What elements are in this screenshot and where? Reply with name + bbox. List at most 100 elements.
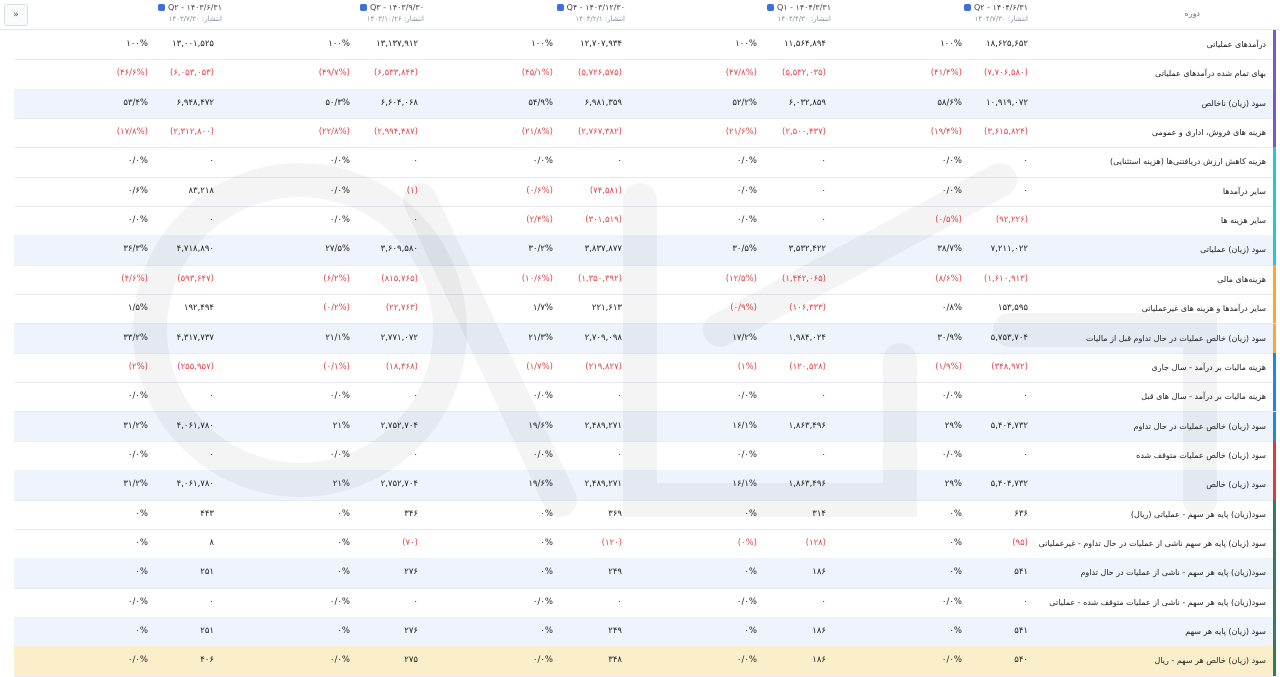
value-cell: (۲,۹۹۴,۴۸۷): [374, 127, 418, 138]
percent-cell: ۵۸/۶%: [937, 97, 962, 108]
percent-cell: ۰%: [337, 567, 350, 578]
period-header-5[interactable]: Q۲ - ۱۴۰۳/۶/۳۱ انتشار: ۱۴۰۳/۷/۳۰: [32, 2, 222, 27]
category-color-bar: [1273, 88, 1276, 118]
calendar-icon: [360, 4, 368, 11]
percent-cell: (۴۵/۱%): [521, 68, 553, 79]
percent-cell: (۱۲/۵%): [725, 273, 757, 284]
value-cell: ۱۸,۶۲۵,۶۵۲: [986, 39, 1028, 49]
value-cell: (۲,۷۶۷,۳۸۲): [578, 127, 622, 138]
percent-cell: ۳۱/۲%: [123, 420, 148, 431]
percent-cell: ۰/۰%: [941, 449, 962, 460]
percent-cell: ۲۱/۳%: [528, 332, 553, 343]
value-cell: ۴,۰۶۱,۷۸۰: [176, 479, 214, 490]
value-cell: (۱,۳۵۰,۳۹۲): [578, 273, 622, 284]
value-cell: ۰: [1023, 449, 1028, 460]
value-cell: ۴,۰۶۱,۷۸۰: [176, 420, 214, 431]
percent-cell: ۱۰۰%: [940, 39, 962, 49]
percent-cell: (۲۲/۸%): [318, 127, 350, 138]
period-header-4[interactable]: Q۳ - ۱۴۰۳/۹/۳۰ انتشار: ۱۴۰۳/۱۰/۲۶: [234, 2, 424, 27]
category-color-bar: [1273, 206, 1276, 236]
category-color-bar: [1273, 59, 1276, 89]
value-cell: ۸۳,۲۱۸: [188, 185, 214, 196]
percent-cell: ۰%: [337, 508, 350, 519]
table-row: هزینه‌های مالی (۱,۶۱۰,۹۱۳) (۸/۶%) (۱,۴۴۲,۰۶…: [14, 264, 1276, 296]
percent-cell: ۰%: [949, 508, 962, 519]
table-row: سود (زیان) پایه هر سهم ناشی از عملیات در…: [14, 528, 1276, 560]
period-column-label: دوره: [1184, 9, 1200, 18]
period-header-1[interactable]: Q۲ - ۱۴۰۴/۶/۳۱ انتشار: ۱۴۰۴/۷/۳۰: [838, 2, 1028, 27]
percent-cell: ۱۶/۱%: [732, 420, 757, 431]
percent-cell: (۰/۲%): [323, 303, 350, 314]
value-cell: ۰: [617, 449, 622, 460]
table-row: سایر درآمدها ۰ ۰/۰% ۰ ۰/۰% (۷۴,۵۸۱) (۰/۶%) (۱) ۰…: [14, 176, 1276, 208]
percent-cell: ۰%: [540, 626, 553, 636]
value-cell: ۱۳,۰۰۱,۵۲۵: [172, 39, 214, 49]
category-color-bar: [1273, 147, 1276, 177]
value-cell: ۲,۷۰۹,۰۹۸: [584, 332, 622, 343]
percent-cell: (۱۰/۶%): [521, 273, 553, 284]
value-cell: (۵,۵۳۲,۰۳۵): [782, 68, 826, 79]
value-cell: ۳۴۶: [404, 508, 418, 519]
value-cell: (۶,۰۵۳,۰۵۳): [170, 68, 214, 79]
period-title: Q۲ - ۱۴۰۴/۶/۳۱: [973, 3, 1028, 12]
category-color-bar: [1273, 558, 1276, 588]
value-cell: (۱۲۸): [805, 537, 826, 548]
percent-cell: ۱۰۰%: [531, 39, 553, 49]
category-color-bar: [1273, 617, 1276, 647]
row-label: سود (زیان) خالص عملیات در حال تداوم قبل …: [1086, 333, 1266, 343]
percent-cell: ۳۰/۵%: [732, 244, 757, 255]
value-cell: (۳۴۸,۹۷۲): [991, 361, 1028, 372]
value-cell: ۳,۵۳۲,۴۲۲: [788, 244, 826, 255]
percent-cell: ۰/۰%: [941, 156, 962, 167]
table-row: بهای تمام شده درآمدهای عملیاتی (۷,۷۰۶,۵۸۰…: [14, 59, 1276, 90]
value-cell: ۱۸۶: [812, 655, 826, 666]
value-cell: ۲,۷۵۲,۷۰۴: [380, 479, 418, 490]
percent-cell: ۰%: [540, 508, 553, 519]
percent-cell: ۰/۰%: [329, 391, 350, 402]
percent-cell: ۰/۰%: [736, 391, 757, 402]
period-title: Q۴ - ۱۴۰۳/۱۲/۳۰: [566, 3, 625, 12]
category-color-bar: [1273, 499, 1276, 529]
value-cell: ۵۴۱: [1014, 567, 1028, 578]
percent-cell: ۰%: [337, 626, 350, 636]
value-cell: (۱۲۰): [601, 537, 622, 548]
value-cell: (۲۱۹,۸۲۷): [585, 361, 622, 372]
percent-cell: ۰/۰%: [532, 156, 553, 167]
value-cell: ۰: [617, 391, 622, 402]
expand-button[interactable]: »: [4, 4, 28, 26]
percent-cell: ۱۰۰%: [126, 39, 148, 49]
percent-cell: (۰/۹%): [730, 303, 757, 314]
percent-cell: ۵۴/۹%: [528, 97, 553, 108]
value-cell: ۴,۷۱۸,۸۹۰: [176, 244, 214, 255]
row-label: سود (زیان) ناخالص: [1201, 98, 1266, 108]
percent-cell: ۳۸/۷%: [937, 244, 962, 255]
percent-cell: ۰/۰%: [736, 596, 757, 607]
value-cell: ۰: [821, 449, 826, 460]
percent-cell: ۰/۰%: [941, 596, 962, 607]
value-cell: (۲,۳۱۲,۸۰۰): [170, 127, 214, 138]
percent-cell: ۰/۰%: [127, 391, 148, 402]
row-label: سود (زیان) خالص عملیات متوقف شده: [1136, 450, 1266, 460]
percent-cell: (۱/۹%): [935, 361, 962, 372]
percent-cell: ۰/۰%: [127, 596, 148, 607]
value-cell: ۲۷۶: [404, 567, 418, 578]
period-header-3[interactable]: Q۴ - ۱۴۰۳/۱۲/۳۰ انتشار: ۱۴۰۴/۲/۱: [435, 2, 625, 27]
percent-cell: (۱۹/۴%): [930, 127, 962, 138]
percent-cell: ۰/۰%: [329, 185, 350, 196]
percent-cell: ۰/۰%: [127, 655, 148, 666]
percent-cell: ۰/۰%: [941, 655, 962, 666]
table-row: سود (زیان) خالص عملیات در حال تداوم ۵,۴۰۴…: [14, 411, 1276, 442]
category-color-bar: [1273, 382, 1276, 412]
value-cell: (۲,۵۰۰,۴۳۷): [782, 127, 826, 138]
percent-cell: (۰/۶%): [526, 185, 553, 196]
value-cell: ۲,۷۵۲,۷۰۴: [380, 420, 418, 431]
period-header-2[interactable]: Q۱ - ۱۴۰۴/۳/۳۱ انتشار: ۱۴۰۴/۴/۳۰: [641, 2, 831, 27]
percent-cell: ۳۶/۳%: [123, 244, 148, 255]
table-row: سود (زیان) عملیاتی ۷,۲۱۱,۰۲۲ ۳۸/۷% ۳,۵۳۲,۴۲…: [14, 235, 1276, 266]
percent-cell: (۱۷/۸%): [116, 127, 148, 138]
percent-cell: ۲۹%: [944, 479, 962, 490]
value-cell: ۶,۶۰۴,۰۶۸: [380, 97, 418, 108]
percent-cell: ۳۰/۲%: [528, 244, 553, 255]
value-cell: ۰: [821, 391, 826, 402]
row-label: سود(زیان) پایه هر سهم - ناشی از عملیات د…: [1080, 568, 1266, 578]
